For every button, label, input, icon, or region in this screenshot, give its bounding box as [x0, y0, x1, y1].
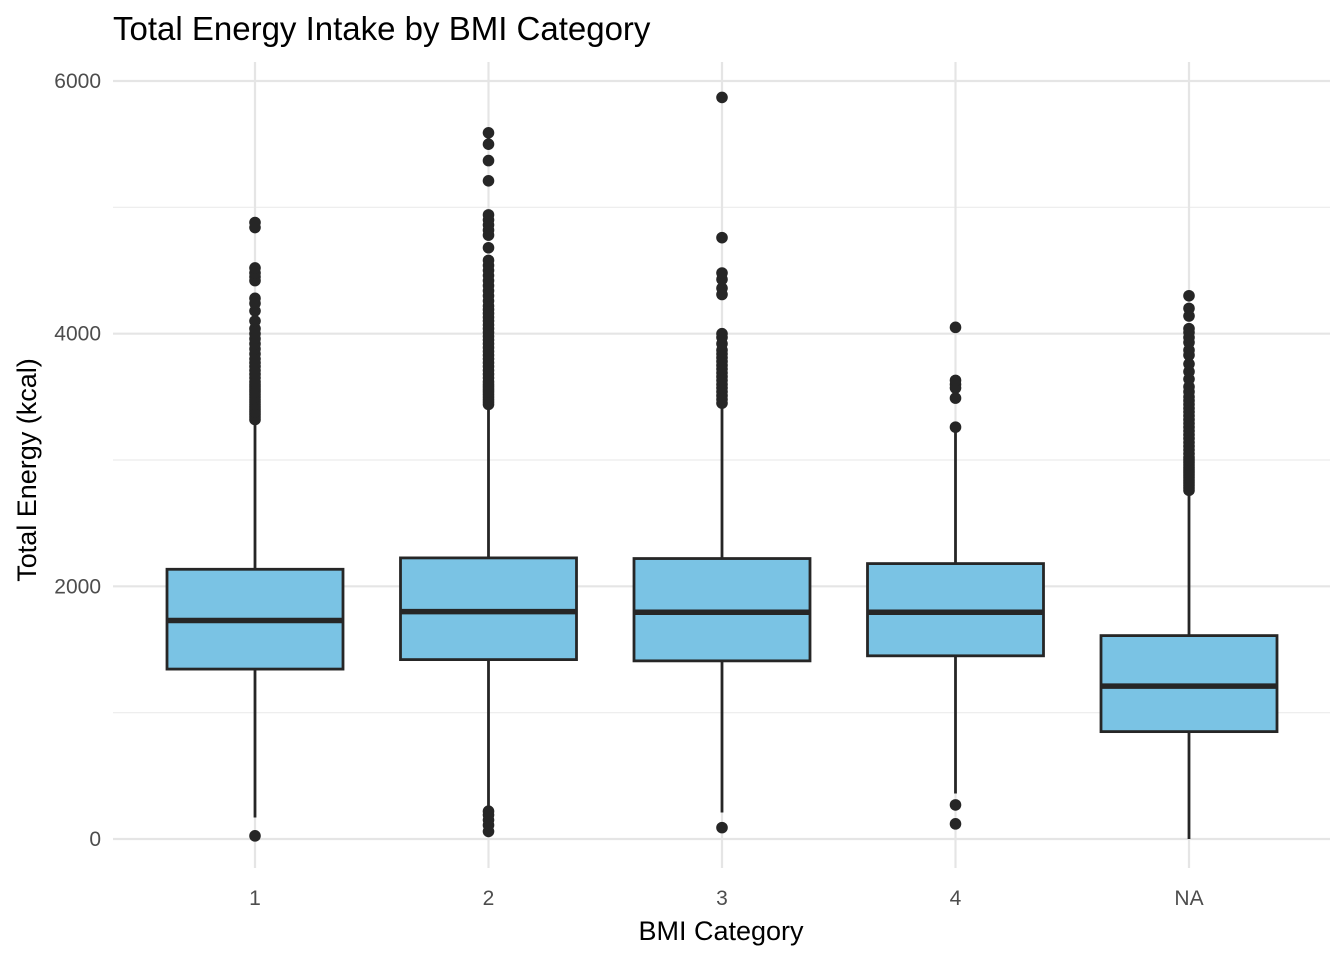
box-iqr [399, 556, 578, 662]
outlier-point [482, 154, 495, 167]
outlier-point [949, 321, 962, 334]
box-group-1 [165, 216, 345, 842]
x-tick-label: 2 [483, 887, 495, 910]
outlier-point [482, 241, 495, 254]
outlier-point [949, 799, 962, 811]
outlier-point [949, 818, 962, 830]
box-group-NA [1099, 289, 1279, 839]
x-axis-title: BMI Category [638, 916, 804, 946]
outlier-point [482, 175, 495, 187]
outlier-point [249, 315, 261, 327]
outlier-point [249, 830, 261, 842]
x-tick-label: NA [1174, 887, 1203, 910]
outlier-point [716, 267, 728, 279]
outlier-point [716, 231, 728, 244]
y-tick-label: 4000 [54, 323, 101, 346]
x-tick-label: 1 [249, 887, 261, 910]
outlier-point [949, 374, 962, 387]
outlier-point [482, 254, 495, 267]
box-series [165, 91, 1279, 842]
outlier-point [1183, 322, 1195, 335]
y-axis-ticks: 0 2000 4000 6000 [54, 70, 101, 851]
box-group-3 [632, 91, 812, 834]
x-tick-label: 3 [716, 887, 728, 910]
outlier-point [716, 282, 728, 294]
outlier-point [249, 216, 261, 229]
outlier-point [482, 805, 495, 818]
outlier-point [949, 421, 962, 433]
outlier-point [716, 327, 728, 340]
outlier-point [716, 821, 728, 834]
outlier-point [949, 392, 962, 404]
y-tick-label: 2000 [54, 575, 101, 598]
y-tick-label: 0 [89, 828, 101, 851]
outlier-point [249, 262, 261, 274]
y-axis-title: Total Energy (kcal) [12, 358, 42, 582]
outlier-point [1183, 302, 1195, 315]
outlier-point [249, 292, 261, 305]
outlier-point [482, 138, 495, 150]
chart-title: Total Energy Intake by BMI Category [113, 10, 651, 47]
box-group-2 [399, 126, 578, 838]
outlier-point [482, 209, 495, 221]
outlier-point [716, 91, 728, 104]
y-tick-label: 6000 [54, 70, 101, 93]
box-group-4 [866, 321, 1045, 830]
outlier-point [1183, 358, 1195, 370]
x-tick-label: 4 [950, 887, 962, 910]
outlier-point [1183, 289, 1195, 302]
x-axis-ticks: 1 2 3 4 NA [249, 887, 1203, 910]
outlier-point [482, 126, 495, 139]
